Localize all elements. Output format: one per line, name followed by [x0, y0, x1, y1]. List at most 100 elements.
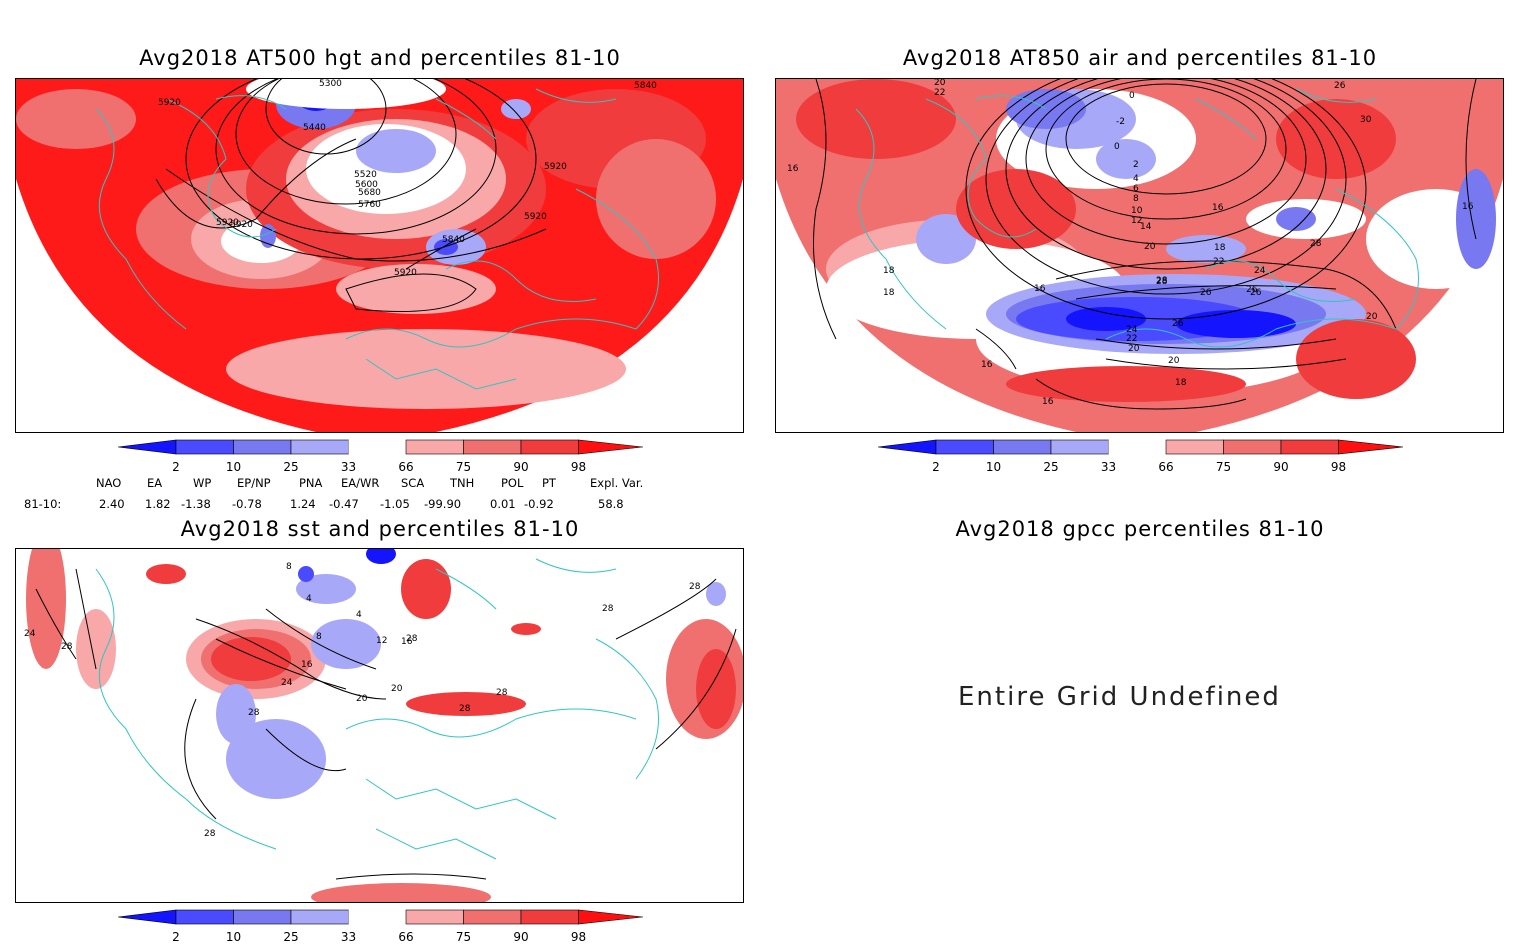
- svg-text:28: 28: [602, 604, 614, 614]
- index-value-ea: 1.82: [145, 497, 171, 511]
- svg-text:10: 10: [1131, 206, 1143, 216]
- index-header-eawr: EA/WR: [341, 476, 380, 490]
- index-header-nao: NAO: [96, 476, 122, 490]
- svg-text:14: 14: [1140, 222, 1152, 232]
- svg-text:2: 2: [1133, 160, 1139, 170]
- svg-text:12: 12: [376, 636, 387, 646]
- svg-text:28: 28: [689, 582, 701, 592]
- svg-text:26: 26: [1200, 288, 1212, 298]
- svg-text:28: 28: [61, 642, 73, 652]
- svg-text:26: 26: [1334, 81, 1346, 91]
- index-header-pt: PT: [542, 476, 556, 490]
- index-value-expl-var: 58.8: [598, 497, 624, 511]
- index-value-wp: -1.38: [181, 497, 211, 511]
- svg-text:28: 28: [248, 708, 260, 718]
- entire-grid-undefined-message: Entire Grid Undefined: [958, 682, 1281, 712]
- colorbar-swatch: [520, 439, 579, 455]
- svg-text:20: 20: [391, 684, 403, 694]
- svg-text:12: 12: [1131, 216, 1142, 226]
- contour-labels-at500: 5920 5840 5440 5300 5520 5600 5680 5760 …: [158, 79, 657, 278]
- colorbar-tick-label: 66: [398, 930, 414, 944]
- colorbar-tick-label: 66: [1158, 460, 1174, 474]
- panel-title-at850: Avg2018 AT850 air and percentiles 81-10: [902, 46, 1378, 70]
- svg-text:18: 18: [883, 288, 895, 298]
- index-header-sca: SCA: [401, 476, 425, 490]
- svg-text:4: 4: [1133, 174, 1139, 184]
- svg-text:0: 0: [1114, 142, 1120, 152]
- svg-text:20: 20: [1168, 356, 1180, 366]
- svg-text:24: 24: [1254, 266, 1266, 276]
- svg-text:4: 4: [356, 610, 362, 620]
- index-header-wp: WP: [193, 476, 212, 490]
- colorbar-swatch-highest: [578, 909, 644, 925]
- colorbar-swatch-highest: [1338, 439, 1404, 455]
- svg-text:16: 16: [981, 360, 993, 370]
- svg-text:18: 18: [1175, 378, 1187, 388]
- colorbar-sst-labels: 2 10 25 33 66 75 90 98: [118, 929, 643, 944]
- svg-text:18: 18: [1214, 243, 1226, 253]
- svg-text:28: 28: [1310, 239, 1322, 249]
- svg-text:5520: 5520: [354, 170, 377, 180]
- colorbar-swatch: [348, 440, 406, 454]
- colorbar-swatch: [1108, 440, 1166, 454]
- svg-text:5920: 5920: [524, 212, 547, 222]
- svg-text:24: 24: [281, 678, 293, 688]
- index-header-expl-var: Expl. Var.: [590, 476, 644, 490]
- svg-text:22: 22: [934, 88, 945, 98]
- svg-text:16: 16: [1042, 397, 1054, 407]
- colorbar-swatch-highest: [578, 439, 644, 455]
- colorbar-swatch: [290, 909, 349, 925]
- svg-text:0: 0: [1129, 91, 1135, 101]
- svg-text:20: 20: [1128, 344, 1140, 354]
- svg-text:28: 28: [459, 704, 471, 714]
- svg-text:5920: 5920: [158, 98, 181, 108]
- colorbar-tick-label: 2: [932, 460, 940, 474]
- svg-text:16: 16: [301, 660, 313, 670]
- colorbar-swatch: [175, 909, 234, 925]
- svg-text:16: 16: [787, 164, 799, 174]
- colorbar-tick-label: 25: [283, 460, 299, 474]
- svg-text:16: 16: [401, 637, 413, 647]
- svg-text:26: 26: [1246, 285, 1258, 295]
- colorbar-tick-label: 10: [985, 460, 1002, 474]
- colorbar-swatch: [463, 439, 522, 455]
- colorbar-at500-swatches: [117, 439, 644, 455]
- colorbar-swatch: [935, 439, 994, 455]
- colorbar-tick-label: 10: [225, 930, 242, 944]
- colorbar-tick-label: 33: [340, 930, 357, 944]
- svg-text:18: 18: [883, 266, 895, 276]
- svg-text:20: 20: [356, 694, 368, 704]
- colorbar-tick-label: 98: [1330, 460, 1347, 474]
- map-panel-at850: 20 22 0 -2 0 2 4 6 8 10 12 14 16 18 20 2…: [775, 78, 1504, 433]
- panel-title-sst: Avg2018 sst and percentiles 81-10: [180, 517, 580, 541]
- index-header-tnh: TNH: [450, 476, 475, 490]
- svg-text:20: 20: [1144, 242, 1156, 252]
- map-panel-at500: 5920 5840 5440 5300 5520 5600 5680 5760 …: [15, 78, 744, 433]
- panel-title-at500: Avg2018 AT500 hgt and percentiles 81-10: [139, 46, 621, 70]
- map-panel-sst: 24 28 8 4 4 8 12 16 16 20 24 28 28 20 28…: [15, 548, 744, 903]
- colorbar-tick-label: 75: [1215, 460, 1232, 474]
- svg-text:22: 22: [1213, 257, 1224, 267]
- svg-text:24: 24: [1126, 325, 1138, 335]
- map-at500: 5920 5840 5440 5300 5520 5600 5680 5760 …: [16, 79, 743, 432]
- colorbar-swatch: [1280, 439, 1339, 455]
- svg-text:30: 30: [1360, 115, 1372, 125]
- colorbar-swatch: [175, 439, 234, 455]
- svg-text:5920: 5920: [216, 218, 239, 228]
- colorbar-tick-label: 98: [570, 930, 587, 944]
- svg-text:5600: 5600: [355, 180, 378, 190]
- svg-text:28: 28: [1156, 276, 1168, 286]
- white-outside-hemisphere-right: [436, 179, 743, 432]
- colorbar-swatch: [1050, 439, 1109, 455]
- colorbar-tick-label: 90: [1273, 460, 1289, 474]
- colorbar-swatch: [405, 909, 464, 925]
- svg-text:26: 26: [1250, 288, 1262, 298]
- colorbar-tick-label: 98: [570, 460, 587, 474]
- svg-text:20: 20: [934, 79, 946, 88]
- svg-text:28: 28: [406, 634, 418, 644]
- index-value-eawr: -0.47: [329, 497, 359, 511]
- colorbar-tick-label: 10: [225, 460, 242, 474]
- map-at850: 20 22 0 -2 0 2 4 6 8 10 12 14 16 18 20 2…: [776, 79, 1503, 432]
- index-value-pt: -0.92: [524, 497, 554, 511]
- svg-text:5840: 5840: [634, 81, 657, 91]
